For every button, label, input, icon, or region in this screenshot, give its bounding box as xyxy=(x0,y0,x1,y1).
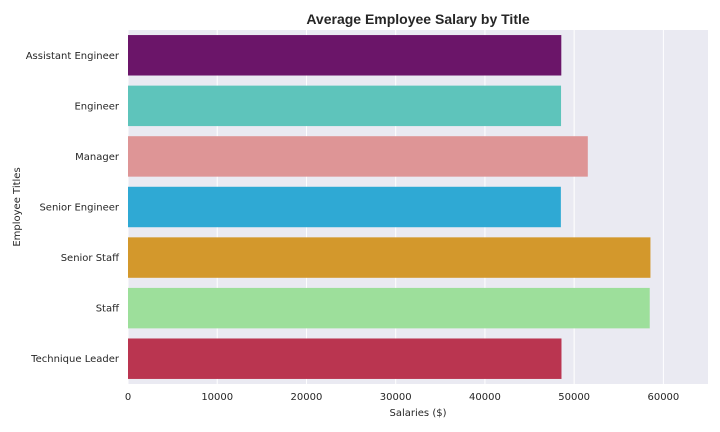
bar-senior-engineer xyxy=(128,186,561,228)
bar-staff xyxy=(128,287,650,329)
y-tick-label: Senior Staff xyxy=(61,253,120,264)
x-tick-labels: 0 10000 20000 30000 40000 50000 60000 xyxy=(125,392,679,403)
y-tick-label: Engineer xyxy=(74,101,119,112)
bar-manager xyxy=(128,136,588,177)
x-tick-label: 10000 xyxy=(201,392,233,403)
bars xyxy=(128,35,651,379)
x-axis-label: Salaries ($) xyxy=(390,408,447,419)
y-axis-label: Employee Titles xyxy=(12,167,23,246)
y-tick-labels: Assistant Engineer Engineer Manager Senior … xyxy=(26,51,120,365)
x-tick-label: 40000 xyxy=(469,392,501,403)
y-tick-label: Manager xyxy=(75,152,120,163)
y-tick-label: Staff xyxy=(96,304,120,315)
bar-technique-leader xyxy=(128,338,562,379)
x-tick-label: 50000 xyxy=(558,392,590,403)
x-tick-label: 20000 xyxy=(291,392,323,403)
chart-title: Average Employee Salary by Title xyxy=(306,11,530,27)
x-tick-label: 0 xyxy=(125,392,131,403)
bar-engineer xyxy=(128,85,562,127)
bar-senior-staff xyxy=(128,237,651,278)
y-tick-label: Technique Leader xyxy=(30,354,120,365)
x-tick-label: 30000 xyxy=(380,392,412,403)
x-tick-label: 60000 xyxy=(647,392,679,403)
bar-assistant-engineer xyxy=(128,35,562,76)
y-tick-label: Senior Engineer xyxy=(39,203,119,214)
y-tick-label: Assistant Engineer xyxy=(26,51,120,62)
